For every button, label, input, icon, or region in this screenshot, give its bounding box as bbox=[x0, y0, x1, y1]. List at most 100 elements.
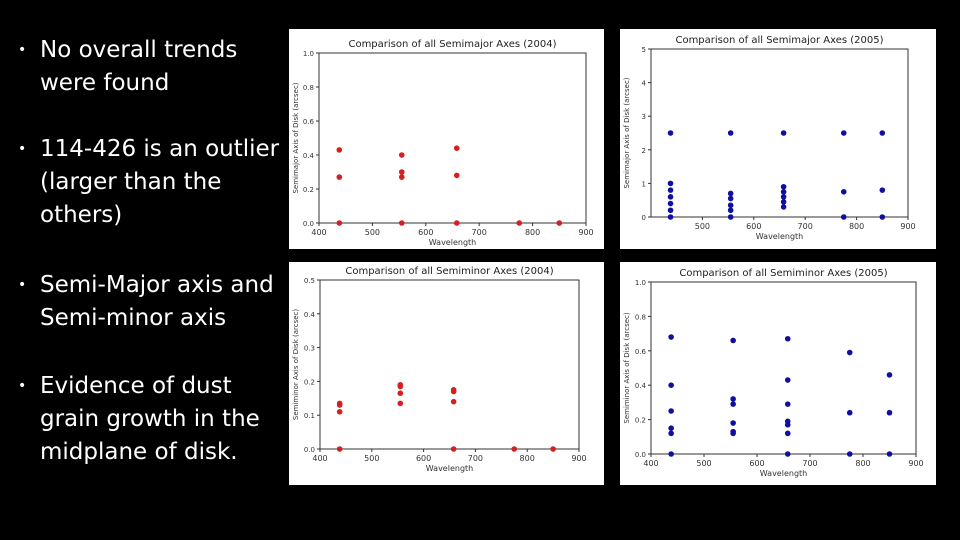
y-tick-label: 3 bbox=[642, 113, 646, 121]
bullet-text: Semi-Major axis and Semi-minor axis bbox=[40, 272, 274, 331]
data-point bbox=[846, 409, 853, 416]
data-point bbox=[780, 204, 787, 210]
chart-semiminor-2005: Comparison of all Semiminor Axes (2005) 4… bbox=[623, 268, 924, 478]
x-tick-label: 500 bbox=[695, 222, 710, 231]
chart-semiminor-2004: Comparison of all Semiminor Axes (2004) 4… bbox=[292, 266, 587, 473]
y-tick-label: 0.8 bbox=[303, 84, 314, 92]
x-tick-label: 500 bbox=[364, 454, 379, 463]
y-tick-label: 1 bbox=[642, 180, 646, 188]
y-axis-label: Semiminor Axis of Disk (arcsec) bbox=[623, 312, 631, 423]
plot-frame bbox=[318, 52, 587, 224]
x-tick-label: 400 bbox=[311, 228, 326, 237]
x-tick-label: 800 bbox=[849, 222, 864, 231]
data-point bbox=[784, 335, 791, 342]
x-tick-label: 500 bbox=[696, 459, 711, 468]
x-tick-label: 800 bbox=[855, 459, 870, 468]
data-point bbox=[727, 190, 734, 197]
x-tick-label: 600 bbox=[746, 222, 761, 231]
x-tick-label: 700 bbox=[468, 454, 483, 463]
data-point bbox=[727, 214, 734, 220]
data-point bbox=[336, 147, 343, 153]
bullet-item: • 114-426 is an outlier (larger than the… bbox=[18, 133, 283, 269]
data-point bbox=[727, 130, 734, 136]
y-tick-label: 5 bbox=[642, 46, 646, 54]
y-tick-label: 0.8 bbox=[635, 313, 646, 321]
chart-title: Comparison of all Semimajor Axes (2004) bbox=[348, 39, 556, 50]
x-tick-label: 900 bbox=[571, 454, 586, 463]
data-point bbox=[730, 420, 736, 426]
y-tick-label: 0.2 bbox=[635, 417, 646, 425]
y-tick-label: 0.2 bbox=[304, 378, 315, 386]
data-point bbox=[398, 169, 405, 175]
data-point bbox=[336, 174, 343, 180]
x-tick-label: 700 bbox=[798, 222, 813, 231]
x-axis-label: Wavelength bbox=[429, 238, 476, 247]
y-tick-label: 2 bbox=[642, 147, 646, 155]
bullet-item: • Semi-Major axis and Semi-minor axis bbox=[18, 269, 283, 370]
y-tick-label: 1.0 bbox=[303, 50, 314, 58]
y-tick-label: 1.0 bbox=[635, 279, 646, 287]
data-point bbox=[398, 220, 405, 226]
bullet-dot: • bbox=[18, 141, 27, 157]
data-point bbox=[840, 214, 847, 220]
x-axis-label: Wavelength bbox=[760, 469, 807, 478]
data-point bbox=[450, 388, 457, 395]
bullet-text: No overall trends were found bbox=[40, 37, 238, 96]
chart-title: Comparison of all Semimajor Axes (2005) bbox=[675, 35, 883, 46]
data-point bbox=[780, 183, 787, 190]
data-point bbox=[336, 446, 343, 452]
chart-panel-semimajor-2005: Comparison of all Semimajor Axes (2005) 5… bbox=[620, 29, 936, 249]
bullet-text: Evidence of dust grain growth in the mid… bbox=[40, 373, 260, 465]
data-point bbox=[784, 401, 791, 407]
y-tick-label: 4 bbox=[642, 80, 647, 88]
data-point bbox=[667, 214, 674, 220]
x-tick-label: 600 bbox=[749, 459, 764, 468]
y-tick-label: 0.4 bbox=[303, 152, 315, 160]
data-point bbox=[784, 430, 791, 437]
plot-frame bbox=[650, 281, 917, 455]
data-point bbox=[668, 382, 674, 388]
x-tick-label: 700 bbox=[802, 459, 817, 468]
chart-semimajor-2005: Comparison of all Semimajor Axes (2005) 5… bbox=[623, 35, 916, 241]
y-tick-label: 0.2 bbox=[303, 186, 314, 194]
data-point bbox=[780, 194, 787, 200]
y-tick-label: 0.4 bbox=[304, 311, 316, 319]
x-tick-label: 700 bbox=[472, 228, 487, 237]
data-point bbox=[886, 451, 893, 457]
data-point bbox=[668, 451, 674, 457]
y-axis-label: Semimajor Axis of Disk (arcsec) bbox=[292, 82, 300, 193]
data-point bbox=[516, 220, 523, 226]
data-point bbox=[453, 220, 460, 226]
data-point bbox=[730, 401, 736, 407]
data-point bbox=[846, 451, 853, 457]
x-tick-label: 900 bbox=[578, 228, 593, 237]
data-point bbox=[879, 130, 886, 136]
x-tick-label: 800 bbox=[520, 454, 535, 463]
data-point bbox=[879, 214, 886, 220]
chart-title: Comparison of all Semiminor Axes (2005) bbox=[679, 268, 887, 279]
data-point bbox=[398, 152, 405, 158]
y-axis-label: Semimajor Axis of Disk (arcsec) bbox=[623, 77, 631, 188]
data-point bbox=[784, 451, 791, 457]
x-tick-label: 600 bbox=[418, 228, 433, 237]
bullet-text: 114-426 is an outlier (larger than the o… bbox=[40, 136, 280, 228]
bullet-item: • No overall trends were found bbox=[18, 34, 283, 133]
data-point bbox=[668, 408, 674, 414]
data-point bbox=[397, 383, 404, 390]
y-tick-label: 0.3 bbox=[304, 345, 315, 353]
x-tick-label: 600 bbox=[416, 454, 431, 463]
data-point bbox=[727, 207, 734, 214]
data-point bbox=[879, 187, 886, 193]
x-tick-label: 800 bbox=[525, 228, 540, 237]
chart-title: Comparison of all Semiminor Axes (2004) bbox=[345, 266, 553, 277]
data-point bbox=[667, 180, 674, 187]
data-point bbox=[886, 372, 893, 378]
y-tick-label: 0 bbox=[642, 214, 646, 222]
data-point bbox=[780, 199, 787, 205]
x-tick-label: 900 bbox=[908, 459, 923, 468]
chart-semimajor-2004: Comparison of all Semimajor Axes (2004) 4… bbox=[292, 39, 594, 247]
x-axis-label: Wavelength bbox=[426, 464, 473, 473]
bullet-list: • No overall trends were found • 114-426… bbox=[18, 34, 283, 469]
y-tick-label: 0.4 bbox=[635, 382, 647, 390]
y-tick-label: 0.0 bbox=[303, 220, 314, 228]
